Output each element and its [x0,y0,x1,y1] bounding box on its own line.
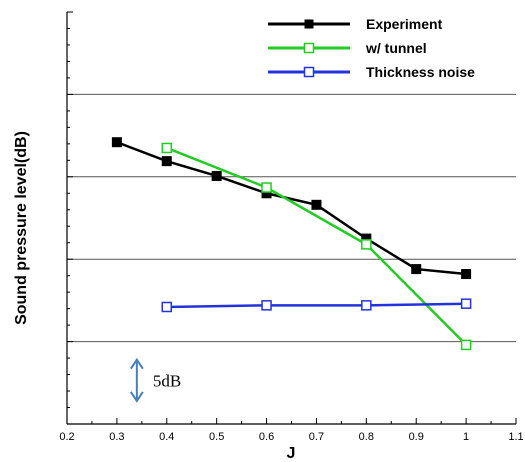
data-point [211,170,222,181]
legend-label: Experiment [366,16,443,32]
legend: Experiment w/ tunnel Thickness noise [268,16,475,80]
series-line [116,141,467,276]
x-tick-label: 0.6 [259,431,274,443]
data-point [261,300,272,311]
x-tick-label: 0.2 [59,431,74,443]
legend-marker [304,19,314,29]
data-point [161,142,173,154]
series-2 [161,298,472,313]
series-0 [111,137,472,280]
data-point [111,137,122,148]
data-point [411,264,422,275]
legend-label: w/ tunnel [365,40,427,56]
x-axis-ticks: 0.2 0.3 0.4 0.5 0.6 0.7 0.8 0.9 1 1.1 [59,418,524,443]
legend-marker [303,42,315,54]
data-point [461,269,472,280]
data-point [311,199,322,210]
scale-annotation: 5dB [130,357,181,403]
x-tick-label: 0.7 [309,431,324,443]
data-point [361,239,372,250]
data-point [161,301,173,313]
scale-arrow-head-bottom [130,391,144,403]
series-line [166,302,467,309]
x-tick-label: 0.4 [159,431,174,443]
legend-marker [303,66,315,78]
x-tick-label: 0.9 [409,431,424,443]
data-point [161,156,172,167]
grid-lines [67,93,516,343]
data-point [261,182,272,193]
series-line [166,146,467,346]
data-point [361,300,372,311]
x-axis-title: J [287,445,296,462]
data-point [460,298,472,309]
series-layer [111,137,472,351]
x-tick-label: 0.3 [109,431,124,443]
series-1 [161,142,472,351]
scale-arrow-head-top [130,357,144,370]
data-point [460,339,472,351]
x-tick-label: 0.5 [209,431,224,443]
scale-label: 5dB [153,371,181,390]
x-tick-label: 1.1 [508,431,523,443]
x-tick-label: 1 [463,431,469,443]
y-axis-title: Sound pressure level(dB) [13,131,30,325]
legend-label: Thickness noise [366,64,475,80]
x-tick-label: 0.8 [359,431,374,443]
